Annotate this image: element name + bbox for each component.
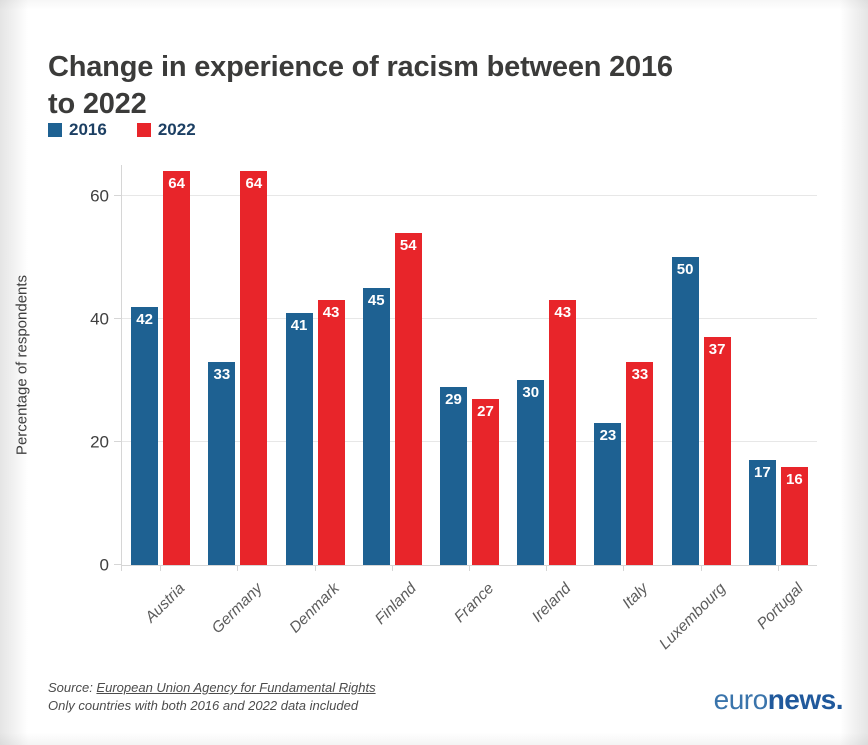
bar-value-label: 33 bbox=[213, 365, 231, 383]
x-axis-tick-mark bbox=[623, 565, 625, 571]
euronews-logo-euro: euro bbox=[713, 684, 769, 715]
y-axis-tick-label: 20 bbox=[90, 432, 109, 452]
euronews-logo-news: news. bbox=[767, 684, 844, 715]
y-axis-tick-label: 0 bbox=[99, 555, 109, 575]
bar-value-label: 23 bbox=[599, 427, 617, 445]
legend-swatch-2022-icon bbox=[136, 123, 151, 137]
bar-value-label: 27 bbox=[477, 402, 494, 420]
bar-value-label: 50 bbox=[676, 261, 694, 279]
x-axis-label-finland: Finland bbox=[372, 580, 421, 628]
bar-2016-germany: 33 bbox=[208, 361, 236, 565]
bar-group-finland: 45 54 Finland bbox=[354, 165, 431, 628]
bar-2022-germany: 64 bbox=[240, 171, 268, 565]
x-axis-label-austria: Austria bbox=[142, 580, 189, 627]
bar-2016-austria: 42 bbox=[131, 306, 159, 565]
bar-value-label: 64 bbox=[168, 175, 185, 193]
y-axis-tick-mark bbox=[114, 564, 122, 565]
bar-group-austria: 42 64 Austria bbox=[122, 165, 199, 626]
x-axis-label-luxembourg: Luxembourg bbox=[656, 580, 730, 653]
legend-label-2022: 2022 bbox=[157, 120, 196, 139]
source-note: Source: European Union Agency for Fundam… bbox=[48, 679, 376, 715]
bar-value-label: 43 bbox=[554, 304, 572, 322]
gridline bbox=[122, 440, 817, 442]
chart-title: Change in experience of racism between 2… bbox=[48, 51, 673, 121]
bar-group-italy: 23 33 Italy bbox=[585, 165, 662, 612]
bar-group-luxembourg: 50 37 Luxembourg bbox=[656, 165, 740, 653]
legend-item-2016: 2016 bbox=[48, 120, 107, 140]
bar-2016-ireland: 30 bbox=[517, 380, 545, 565]
bar-value-label: 37 bbox=[708, 341, 726, 359]
bar-2016-finland: 45 bbox=[362, 288, 390, 565]
bar-group-germany: 33 64 Germany bbox=[199, 165, 276, 637]
x-axis-tick-mark bbox=[546, 565, 548, 571]
bar-value-label: 45 bbox=[367, 292, 385, 310]
bar-value-label: 64 bbox=[245, 175, 263, 193]
x-axis-label-france: France bbox=[451, 580, 498, 627]
bar-value-label: 30 bbox=[522, 384, 540, 402]
y-axis-tick-label: 40 bbox=[90, 309, 109, 329]
source-prefix: Source: bbox=[48, 680, 97, 695]
bar-2022-finland: 54 bbox=[394, 232, 422, 565]
bar-2022-italy: 33 bbox=[626, 361, 654, 565]
bar-2016-france: 29 bbox=[439, 386, 467, 565]
source-link[interactable]: European Union Agency for Fundamental Ri… bbox=[96, 680, 376, 695]
bar-group-portugal: 17 16 Portugal bbox=[740, 165, 817, 633]
bar-value-label: 16 bbox=[786, 470, 803, 488]
y-axis-tick-mark bbox=[114, 317, 122, 319]
plot-area: Percentage of respondents 0 20 40 60 42 64 Aus… bbox=[14, 165, 817, 653]
bar-value-label: 33 bbox=[631, 365, 649, 383]
x-axis-tick-mark bbox=[700, 565, 702, 571]
bar-2022-portugal: 16 bbox=[780, 466, 808, 565]
bar-group-ireland: 30 43 Ireland bbox=[508, 165, 585, 626]
gridline bbox=[122, 194, 817, 196]
x-axis-label-italy: Italy bbox=[619, 580, 652, 613]
bar-group-denmark: 41 43 Denmark bbox=[276, 165, 353, 636]
legend-swatch-2016-icon bbox=[48, 123, 62, 137]
bar-value-label: 29 bbox=[445, 390, 462, 408]
bar-2016-denmark: 41 bbox=[285, 312, 313, 565]
x-axis-tick-mark bbox=[160, 565, 162, 571]
bar-2022-austria: 64 bbox=[163, 171, 191, 565]
legend-label-2016: 2016 bbox=[69, 120, 107, 139]
chart-legend: 2016 2022 bbox=[48, 120, 196, 140]
bar-group-france: 29 27 France bbox=[431, 165, 508, 626]
x-axis-label-portugal: Portugal bbox=[753, 580, 807, 633]
y-axis-title: Percentage of respondents bbox=[13, 274, 31, 456]
bar-2016-luxembourg: 50 bbox=[671, 257, 699, 565]
y-axis-tick-mark bbox=[114, 194, 122, 196]
bar-value-label: 54 bbox=[399, 236, 417, 254]
x-axis-tick-mark bbox=[777, 565, 779, 571]
source-line: Source: European Union Agency for Fundam… bbox=[48, 679, 376, 697]
legend-item-2022: 2022 bbox=[136, 120, 196, 140]
bar-2016-italy: 23 bbox=[594, 423, 622, 565]
y-axis-line bbox=[121, 165, 122, 571]
bar-2022-france: 27 bbox=[471, 398, 499, 565]
bar-2016-portugal: 17 bbox=[748, 460, 776, 565]
x-axis-tick-mark bbox=[237, 565, 239, 571]
bar-2022-ireland: 43 bbox=[549, 300, 577, 565]
bar-2022-denmark: 43 bbox=[317, 300, 345, 565]
bar-value-label: 17 bbox=[754, 464, 771, 482]
x-axis-label-germany: Germany bbox=[208, 580, 266, 638]
y-axis-tick-mark bbox=[114, 440, 122, 442]
bar-2022-luxembourg: 37 bbox=[703, 337, 731, 565]
bar-value-label: 41 bbox=[290, 316, 308, 334]
x-axis-tick-mark bbox=[314, 565, 316, 571]
note-line: Only countries with both 2016 and 2022 d… bbox=[48, 698, 359, 713]
x-axis-label-denmark: Denmark bbox=[286, 580, 344, 637]
x-axis-label-ireland: Ireland bbox=[529, 580, 575, 626]
x-axis-tick-mark bbox=[468, 565, 470, 571]
y-axis-tick-label: 60 bbox=[90, 186, 109, 206]
euronews-logo[interactable]: euronews. bbox=[713, 684, 844, 716]
bar-value-label: 43 bbox=[322, 304, 340, 322]
x-axis-tick-mark bbox=[391, 565, 393, 571]
gridline bbox=[122, 317, 817, 319]
bar-value-label: 42 bbox=[136, 310, 153, 328]
